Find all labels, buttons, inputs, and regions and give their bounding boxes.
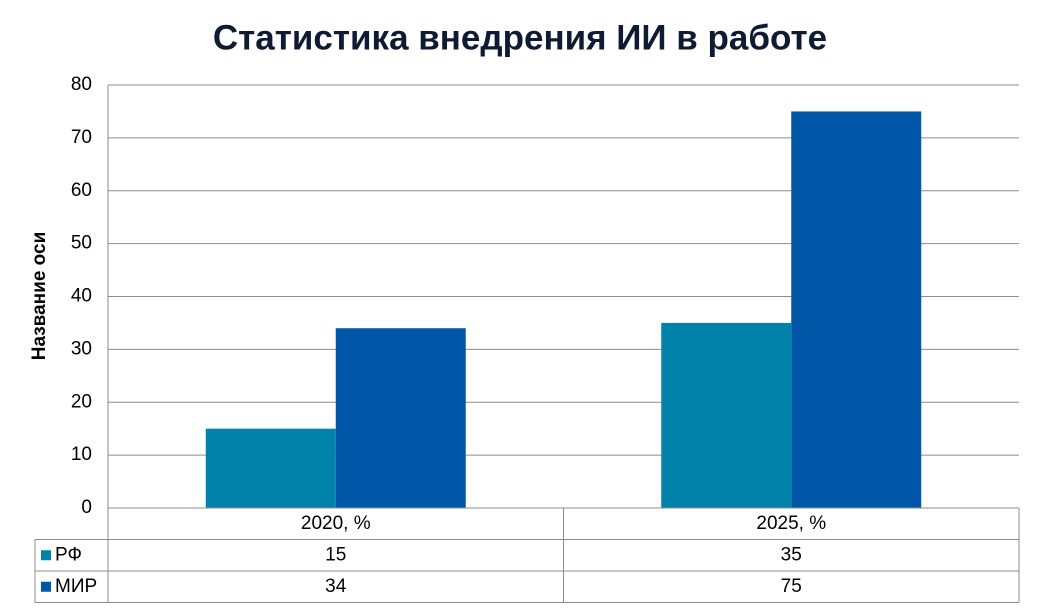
table-value: 35 bbox=[781, 544, 802, 565]
table-value: 34 bbox=[325, 576, 347, 597]
y-tick-label: 10 bbox=[71, 444, 92, 465]
legend-key bbox=[41, 550, 51, 561]
bar bbox=[791, 111, 922, 508]
table-value: 15 bbox=[325, 544, 346, 565]
y-tick-label: 70 bbox=[71, 127, 92, 148]
x-tick-label: 2020, % bbox=[301, 513, 371, 534]
bar bbox=[205, 428, 336, 508]
bar bbox=[335, 328, 466, 508]
bar bbox=[661, 322, 792, 508]
y-tick-label: 60 bbox=[71, 180, 92, 201]
chart-title: Статистика внедрения ИИ в работе bbox=[213, 18, 827, 57]
table-value: 75 bbox=[781, 576, 802, 597]
y-tick-label: 80 bbox=[71, 74, 92, 95]
legend-label: МИР bbox=[55, 576, 97, 597]
y-axis-label: Название оси bbox=[29, 232, 50, 361]
y-tick-label: 40 bbox=[71, 286, 92, 307]
y-tick-label: 50 bbox=[71, 233, 92, 254]
y-tick-label: 0 bbox=[81, 497, 92, 518]
y-tick-label: 20 bbox=[71, 391, 92, 412]
legend-key bbox=[41, 581, 51, 592]
x-tick-label: 2025, % bbox=[756, 513, 826, 534]
y-tick-label: 30 bbox=[71, 338, 92, 359]
legend-label: РФ bbox=[55, 544, 82, 565]
